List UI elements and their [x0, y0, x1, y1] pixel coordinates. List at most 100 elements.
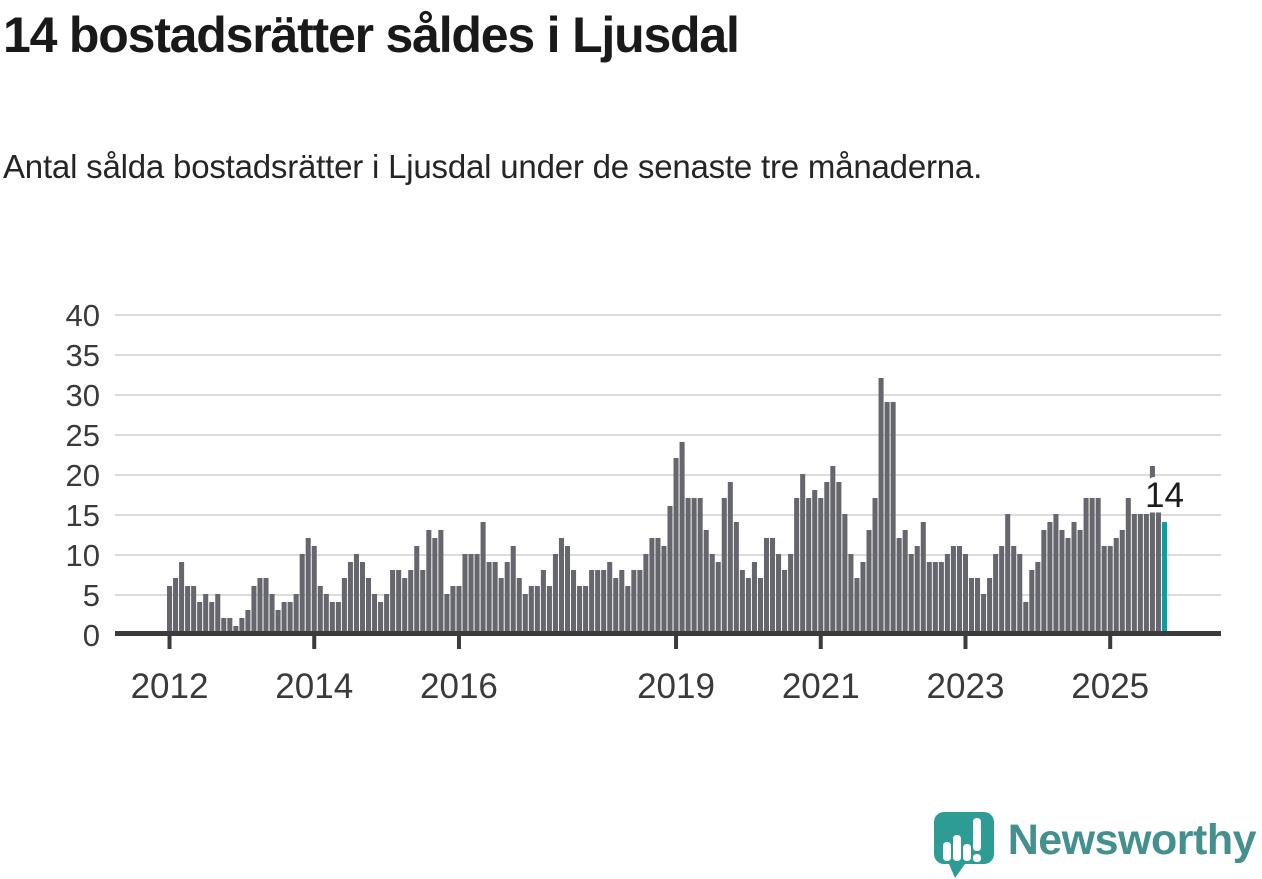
bar [661, 546, 667, 634]
bar [1047, 522, 1053, 634]
bar [335, 602, 341, 634]
bar [558, 538, 564, 634]
bar [812, 490, 818, 634]
bar [745, 578, 751, 634]
bar [607, 562, 613, 634]
page-subtitle: Antal sålda bostadsrätter i Ljusdal unde… [3, 148, 983, 185]
bar [697, 498, 703, 634]
bar [197, 602, 203, 634]
bar [685, 498, 691, 634]
y-axis-label-20: 20 [66, 458, 100, 493]
bar [981, 594, 987, 634]
bar [1059, 530, 1065, 634]
x-axis-label-2016: 2016 [420, 667, 498, 706]
bar [1113, 538, 1119, 634]
bar [257, 578, 263, 634]
y-axis-label-35: 35 [66, 338, 100, 373]
bar [854, 578, 860, 634]
y-axis-label-10: 10 [66, 538, 100, 573]
bar [625, 586, 631, 634]
bar [402, 578, 408, 634]
x-tick-2021 [818, 634, 823, 649]
x-tick-2012 [167, 634, 172, 649]
bar [968, 578, 975, 634]
bar [709, 554, 715, 634]
bar [763, 538, 770, 634]
bar [595, 570, 601, 634]
bar [1017, 554, 1023, 634]
bar [365, 578, 372, 634]
bar [848, 554, 854, 634]
bar [721, 498, 727, 634]
bar [251, 586, 257, 634]
bar [1125, 498, 1131, 634]
bar [432, 538, 438, 634]
bar [824, 482, 830, 634]
bar [498, 578, 504, 634]
bar [673, 458, 679, 634]
y-axis-label-25: 25 [66, 418, 100, 453]
bar [450, 586, 456, 634]
bar [1137, 514, 1143, 634]
bar [263, 578, 269, 634]
bar [601, 570, 607, 634]
y-axis-label-30: 30 [66, 378, 100, 413]
bar [311, 546, 317, 634]
bar [179, 562, 185, 634]
bar [305, 538, 311, 634]
bar [1035, 562, 1041, 634]
bar [794, 498, 800, 634]
bar [564, 546, 571, 634]
bar [534, 586, 540, 634]
bar [1131, 514, 1137, 634]
y-axis-label-5: 5 [83, 578, 100, 613]
bar [583, 586, 589, 634]
bar [619, 570, 625, 634]
bar [1107, 546, 1113, 634]
bar [1023, 602, 1029, 634]
bar [993, 554, 999, 634]
bar [884, 402, 890, 634]
bar [637, 570, 643, 634]
bar [1053, 514, 1059, 634]
bar [956, 546, 962, 634]
bar [902, 530, 908, 634]
x-axis-label-2012: 2012 [131, 667, 209, 706]
bar [444, 594, 450, 634]
bar [323, 594, 329, 634]
x-tick-2019 [674, 634, 679, 649]
bar [540, 570, 546, 634]
bar [245, 610, 251, 634]
x-axis-label-2019: 2019 [637, 667, 715, 706]
x-tick-2014 [312, 634, 317, 649]
bar [474, 554, 480, 634]
bar [842, 514, 848, 634]
bar [836, 482, 842, 634]
bar [390, 570, 396, 634]
bar [516, 578, 522, 634]
bar [167, 586, 173, 634]
bar [938, 562, 944, 634]
bar [770, 538, 776, 634]
bar [173, 578, 179, 634]
bar [806, 498, 812, 634]
bar [715, 562, 721, 634]
bar [1083, 498, 1089, 634]
bar [329, 602, 335, 634]
bar [890, 402, 896, 634]
bar [293, 594, 299, 634]
bar [818, 498, 824, 634]
bar [227, 618, 233, 634]
bar [486, 562, 492, 634]
bar [908, 554, 914, 634]
last-value-annotation: 14 [1145, 476, 1184, 515]
bar [396, 570, 402, 634]
bar [468, 554, 474, 634]
bar [631, 570, 637, 634]
bar [414, 546, 420, 634]
bar [528, 586, 534, 634]
bar-current-period [1161, 522, 1167, 634]
bar [275, 610, 281, 634]
